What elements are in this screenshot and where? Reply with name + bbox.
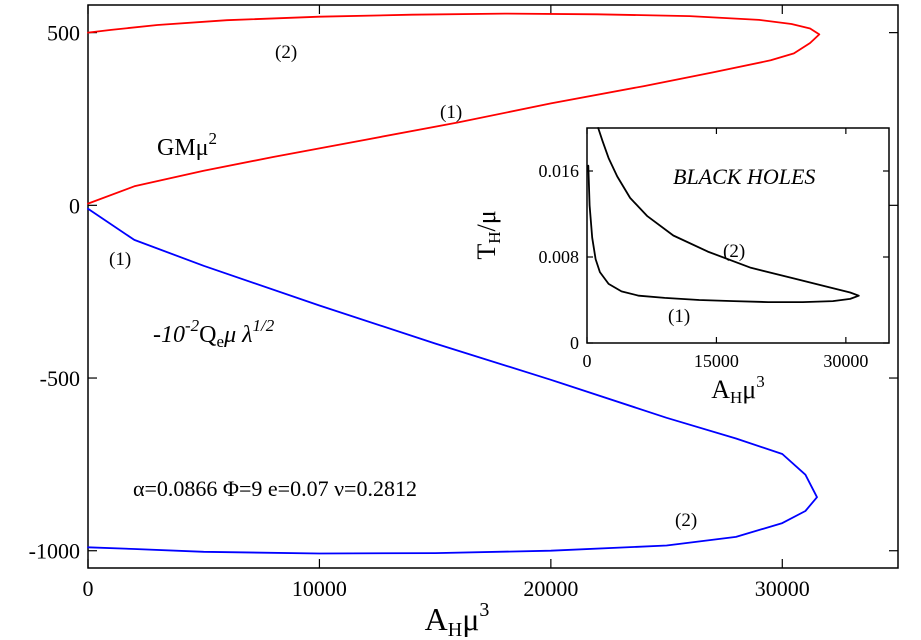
inset-x-label-sup: 3 [756,372,765,391]
main-x-label-main: A [425,601,448,637]
q-label-pre-sup: -2 [185,316,200,335]
main-series-line-0 [87,12,821,205]
q-label: -10-2Qeμ λ1/2 [153,316,275,351]
inset-y-label-main: T [472,244,501,260]
inset-x-tick-label: 30000 [823,351,868,371]
q-label-pre: -10 [153,322,185,348]
inset-plot-frame [586,127,890,344]
inset-x-tick-label: 0 [583,351,592,371]
gm-label-sup: 2 [209,129,218,148]
main-y-tick-label: 0 [69,193,80,218]
inset-title: BLACK HOLES [673,164,815,189]
inset-y-tick-label: 0.008 [539,247,580,267]
main-x-label-tail: μ [462,601,479,637]
q-label-tail: μ λ [223,322,252,348]
inset-series-line-0 [587,127,860,304]
main-x-tick-label: 10000 [292,576,347,601]
q-label-sub: e [217,332,225,351]
inset-x-label-sub: H [730,388,742,407]
gm-label-main: GMμ [157,135,209,161]
inset-y-label-tail: /μ [472,210,501,231]
q-label-sup: 1/2 [253,316,275,335]
inset-x-tick-label: 15000 [694,351,739,371]
main-x-label-sup: 3 [479,599,489,621]
inset-plot-background [587,128,889,343]
main-y-tick-label: 500 [47,21,80,46]
inset-x-label-tail: μ [742,375,756,404]
main-y-tick-label: -500 [40,366,80,391]
main-series-line-1 [87,207,818,555]
inset-x-label-main: A [711,375,730,404]
inset-y-axis-label: TH/μ [472,210,504,259]
inset-chart: 0 15000 30000 0 0.008 0.016 BLACK HOLES (2) (… [472,127,890,407]
inset-series [587,127,860,304]
inset-y-label-sub: H [485,232,504,244]
inset-y-tick-label: 0.016 [539,161,580,181]
main-x-tick-label: 30000 [755,576,810,601]
inset-branch1-label: (1) [668,306,690,327]
main-x-tick-label: 0 [83,576,94,601]
inset-ticks: 0 15000 30000 0 0.008 0.016 [539,128,889,371]
main-x-axis-label: AHμ3 [425,599,490,640]
inset-branch2-label: (2) [723,241,745,262]
main-plot-frame [87,4,899,569]
main-x-label-sub: H [448,619,462,640]
inset-y-tick-label: 0 [570,333,579,353]
main-series [87,12,821,555]
inset-x-axis-label: AHμ3 [711,372,765,407]
main-y-tick-label: -1000 [29,539,80,564]
red-branch2-label: (2) [275,42,297,63]
main-x-tick-label: 20000 [523,576,578,601]
red-branch1-label: (1) [440,102,462,123]
blue-branch1-label: (1) [109,249,131,270]
blue-branch2-label: (2) [675,510,697,531]
q-label-main: Q [199,322,216,348]
gm-label: GMμ2 [157,129,217,161]
params-label: α=0.0866 Φ=9 e=0.07 ν=0.2812 [133,476,417,501]
